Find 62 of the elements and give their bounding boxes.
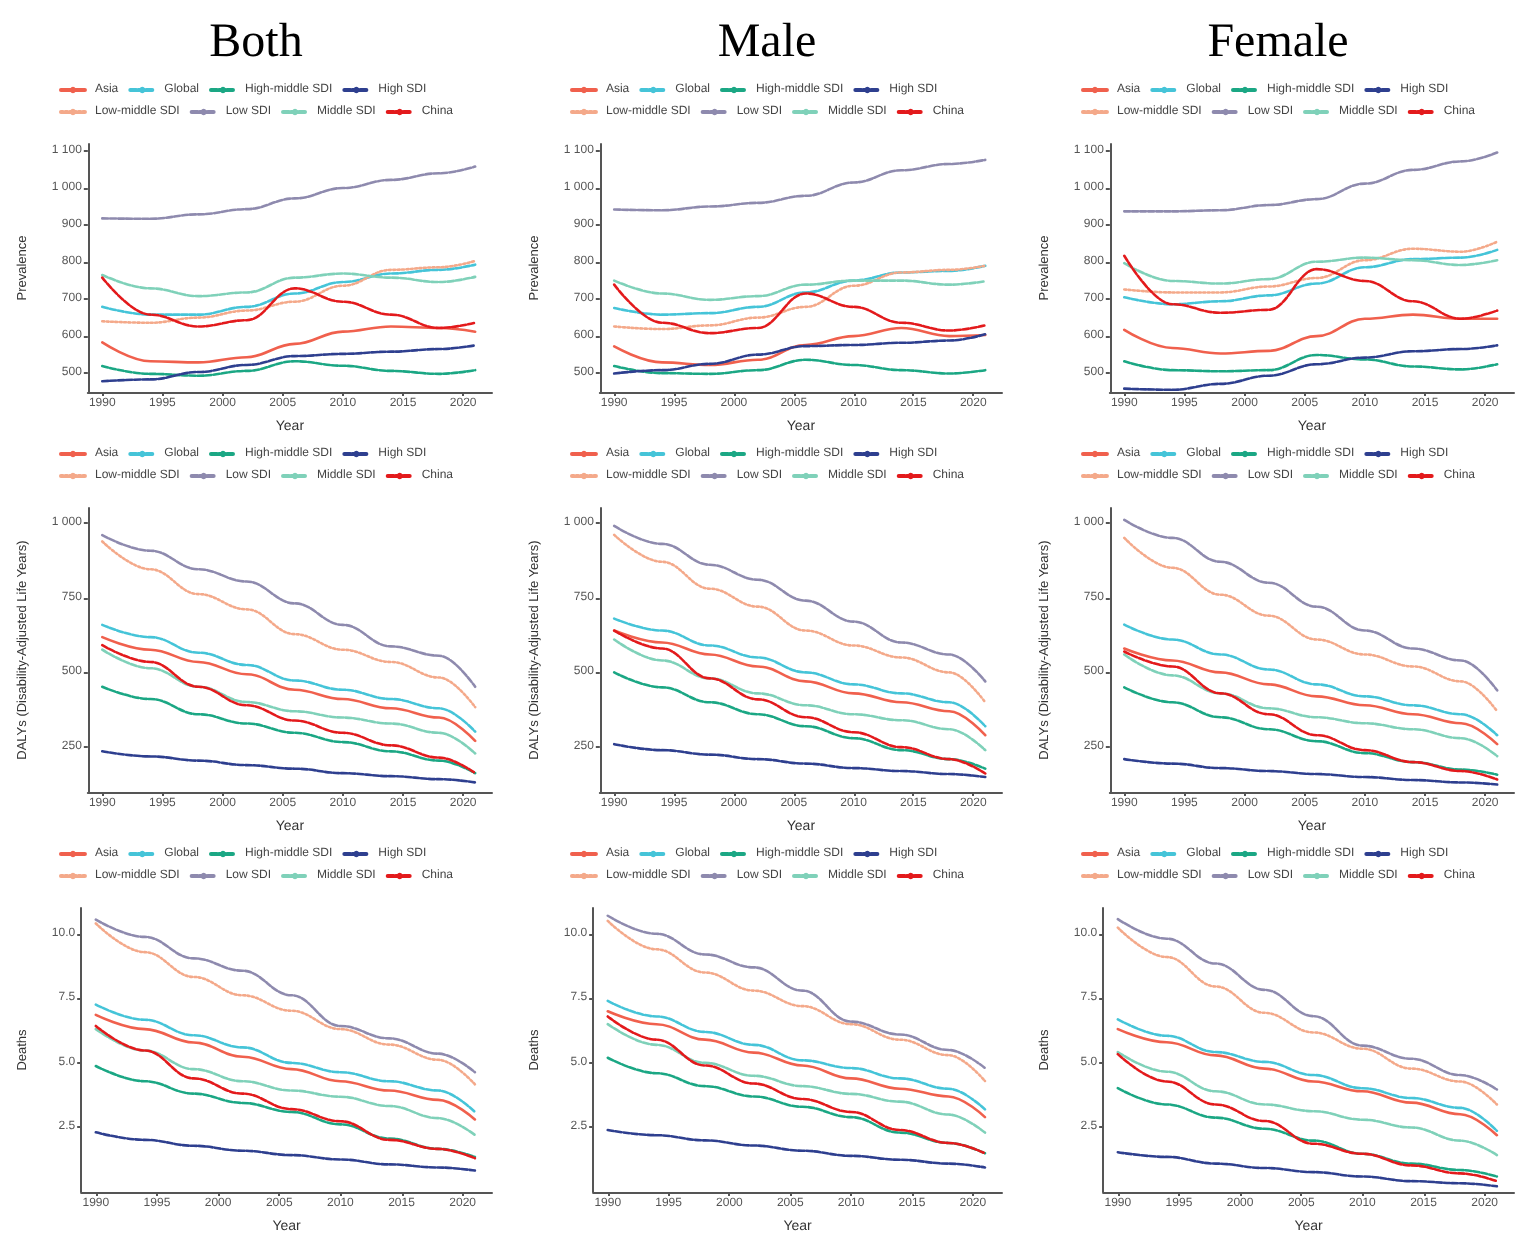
line-series [100, 540, 477, 709]
line-series [100, 648, 477, 755]
line-series [612, 279, 987, 302]
line-series [612, 264, 987, 316]
line-series [100, 272, 477, 298]
line-series [100, 325, 477, 364]
line-series [1122, 653, 1499, 758]
line-series [612, 533, 987, 704]
line-series [100, 359, 477, 378]
line-series [94, 1064, 477, 1159]
line-series [1122, 650, 1499, 781]
line-series [612, 638, 987, 752]
line-series [1122, 623, 1499, 737]
line-series [1122, 151, 1499, 213]
line-series [100, 635, 477, 743]
line-series [1122, 313, 1499, 355]
line-series [1122, 518, 1499, 692]
line-series [100, 623, 477, 733]
line-series [1122, 353, 1499, 373]
line-series [612, 283, 987, 335]
line-series [1122, 536, 1499, 713]
chart-title: Female [1207, 16, 1349, 68]
line-series [1122, 248, 1499, 306]
line-series [612, 671, 987, 770]
line-series [606, 1022, 987, 1134]
line-series [100, 276, 477, 330]
line-series [100, 165, 477, 221]
line-series [1116, 1050, 1499, 1157]
line-series [612, 264, 987, 331]
line-series [100, 685, 477, 775]
line-series [1122, 647, 1499, 746]
line-series [612, 524, 987, 683]
line-series [1122, 757, 1499, 786]
line-series [1122, 254, 1499, 321]
line-series [612, 332, 987, 375]
line-series [1116, 1052, 1499, 1183]
line-series [1116, 1086, 1499, 1178]
line-series [100, 533, 477, 689]
line-series [94, 1027, 477, 1137]
line-series [1122, 240, 1499, 294]
line-series [606, 1056, 987, 1155]
line-series [612, 629, 987, 737]
line-series [1122, 344, 1499, 392]
line-series [606, 1015, 987, 1155]
line-series [1122, 686, 1499, 776]
line-series [612, 742, 987, 779]
line-series [100, 344, 477, 383]
line-series [100, 750, 477, 784]
line-series [100, 259, 477, 325]
line-series [1116, 1150, 1499, 1188]
line-series [100, 263, 477, 316]
line-series [606, 1128, 987, 1169]
chart-title: Male [717, 16, 817, 68]
line-series [612, 617, 987, 728]
chart-title: Both [209, 16, 303, 68]
line-series [100, 643, 477, 775]
line-series [94, 1024, 477, 1160]
line-series [1122, 256, 1499, 285]
line-series [612, 358, 987, 376]
line-series [612, 158, 987, 212]
line-series [612, 629, 987, 775]
line-series [94, 1131, 477, 1172]
